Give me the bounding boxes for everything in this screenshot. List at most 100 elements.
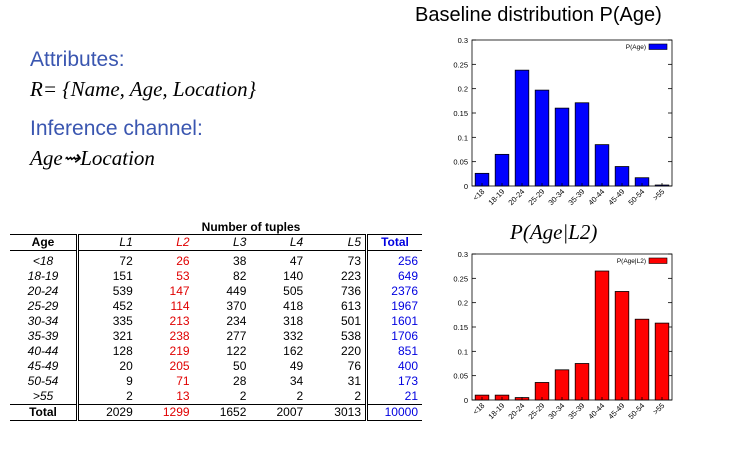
count-cell-l4: 49	[289, 359, 304, 373]
bar-40-44	[594, 144, 610, 187]
age-cell: 30-34	[10, 314, 79, 329]
header-l4: L4	[289, 235, 304, 249]
count-cell-l1: 20	[119, 359, 133, 373]
total-cell: 851	[365, 344, 422, 359]
count-cell-l3: 370	[226, 299, 247, 313]
chart2-title: P(Age|L2)	[510, 220, 598, 244]
tuples-table-wrapper: Number of tuples Age L1 L2 L3 L4 L5 Tota…	[10, 220, 422, 421]
count-cell-l1: 539	[112, 284, 133, 298]
count-cell-l5: 2	[354, 389, 361, 403]
x-tick-label: 25-29	[526, 401, 546, 421]
total-cell: 400	[365, 359, 422, 374]
count-cell-l3: 234	[226, 314, 247, 328]
legend-swatch	[648, 257, 668, 264]
x-tick-label: <18	[471, 187, 486, 202]
count-cell-l5: 501	[340, 314, 361, 328]
table-row: 50-54 9 71 28 34 31 173	[10, 374, 422, 389]
count-cell-l4: 318	[283, 314, 304, 328]
total-cell: 256	[365, 250, 422, 269]
count-cell-l2: 53	[176, 269, 190, 283]
y-tick-label: 0.1	[458, 133, 468, 142]
table-row: 45-49 20 205 50 49 76 400	[10, 359, 422, 374]
count-cell-l1: 128	[112, 344, 133, 358]
age-cell: 45-49	[10, 359, 79, 374]
total-l3: 1652	[219, 405, 247, 419]
count-cell-l2: 13	[176, 389, 190, 403]
total-l4: 2007	[276, 405, 304, 419]
total-cell: 21	[365, 389, 422, 405]
count-cell-l1: 72	[119, 254, 133, 268]
count-cell-l3: 28	[233, 374, 247, 388]
count-cell-l1: 151	[112, 269, 133, 283]
header-age: Age	[10, 234, 79, 251]
total-cell: 1706	[365, 329, 422, 344]
x-tick-label: 50-54	[626, 401, 646, 421]
x-tick-label: 35-39	[566, 187, 586, 207]
tuples-table: Age L1 L2 L3 L4 L5 Total <18 72 26 38 47 73 25…	[10, 234, 422, 421]
total-grand: 10000	[365, 404, 422, 421]
count-cell-l2: 147	[169, 284, 190, 298]
y-tick-label: 0.3	[458, 36, 468, 45]
bar-45-49	[614, 291, 630, 401]
count-cell-l4: 505	[283, 284, 304, 298]
count-cell-l1: 335	[112, 314, 133, 328]
header-total: Total	[365, 234, 422, 251]
count-cell-l3: 122	[226, 344, 247, 358]
count-cell-l3: 449	[226, 284, 247, 298]
y-tick-label: 0.05	[453, 372, 468, 381]
count-cell-l3: 50	[233, 359, 247, 373]
x-tick-label: 40-44	[586, 187, 606, 207]
count-cell-l4: 2	[296, 389, 304, 403]
count-cell-l5: 31	[347, 374, 361, 388]
total-cell: 1967	[365, 299, 422, 314]
count-cell-l4: 140	[283, 269, 304, 283]
count-cell-l2: 213	[169, 314, 190, 328]
y-tick-label: 0.15	[453, 109, 468, 118]
table-row: 35-39 321 238 277 332 538 1706	[10, 329, 422, 344]
count-cell-l5: 73	[347, 254, 361, 268]
table-row: 30-34 335 213 234 318 501 1601	[10, 314, 422, 329]
y-tick-label: 0.15	[453, 323, 468, 332]
y-tick-label: 0	[464, 182, 468, 191]
header-l3: L3	[233, 235, 247, 249]
x-tick-label: 30-34	[546, 401, 566, 421]
chart1-title: Baseline distribution P(Age)	[415, 4, 662, 26]
count-cell-l4: 162	[283, 344, 304, 358]
count-cell-l3: 82	[233, 269, 247, 283]
table-row: 20-24 539 147 449 505 736 2376	[10, 284, 422, 299]
x-tick-label: >55	[651, 401, 666, 416]
legend-swatch	[648, 43, 668, 50]
count-cell-l2: 205	[169, 359, 190, 373]
table-row: 18-19 151 53 82 140 223 649	[10, 269, 422, 284]
age-cell: >55	[10, 389, 79, 405]
total-l5: 3013	[334, 405, 361, 419]
y-tick-label: 0.05	[453, 158, 468, 167]
count-cell-l2: 238	[169, 329, 190, 343]
bar-35-39	[574, 102, 590, 187]
x-tick-label: 18-19	[486, 187, 506, 207]
x-tick-label: 20-24	[506, 401, 526, 421]
y-tick-label: 0	[464, 396, 468, 405]
count-cell-l5: 76	[347, 359, 361, 373]
bar-30-34	[554, 107, 570, 187]
inference-formula: Age⇝Location	[30, 146, 155, 170]
age-cell: 20-24	[10, 284, 79, 299]
header-l1: L1	[119, 235, 133, 249]
count-cell-l2: 26	[176, 254, 190, 268]
x-tick-label: 35-39	[566, 401, 586, 421]
x-tick-label: 20-24	[506, 187, 526, 207]
bar-30-34	[554, 369, 570, 401]
count-cell-l2: 71	[176, 374, 190, 388]
y-tick-label: 0.3	[458, 250, 468, 259]
total-cell: 173	[365, 374, 422, 389]
bar-50-54	[634, 318, 650, 401]
count-cell-l5: 736	[340, 284, 361, 298]
count-cell-l4: 332	[283, 329, 304, 343]
x-tick-label: 18-19	[486, 401, 506, 421]
bar-18-19	[494, 153, 510, 187]
bar-40-44	[594, 270, 610, 401]
table-row: 25-29 452 114 370 418 613 1967	[10, 299, 422, 314]
total-l1: 2029	[106, 405, 133, 419]
chart-pAge-given-L2: 0 0.05 0.1 0.15 0.2 0.25 0.3 <18 18-19 20-24 25-29…	[453, 250, 673, 421]
y-tick-label: 0.2	[458, 85, 468, 94]
